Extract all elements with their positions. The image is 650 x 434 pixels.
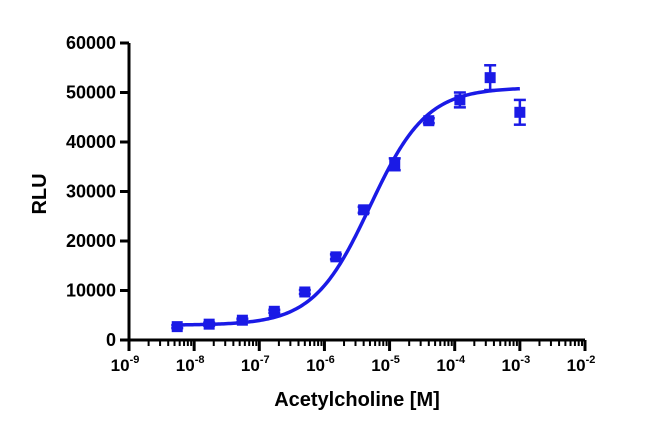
y-tick-label: 60000 [66, 33, 116, 53]
data-marker [171, 321, 183, 333]
data-marker [389, 158, 401, 170]
y-axis: 0 10000 20000 30000 40000 50000 60000 [66, 33, 131, 350]
data-marker [484, 72, 496, 84]
x-tick-label: 10-6 [306, 354, 335, 375]
x-tick-label: 10-2 [567, 354, 596, 375]
data-marker [203, 318, 215, 330]
x-tick-label: 10-8 [176, 354, 205, 375]
y-tick-label: 20000 [66, 231, 116, 251]
data-marker [454, 94, 466, 106]
x-tick-label: 10-9 [111, 354, 140, 375]
data-marker [236, 314, 248, 326]
y-tick-label: 10000 [66, 281, 116, 301]
y-tick-label: 30000 [66, 182, 116, 202]
data-point [329, 251, 342, 263]
x-axis: 10-9 10-8 10-7 10-6 10-5 10-4 10-3 10-2 [111, 338, 596, 375]
data-point [484, 64, 497, 92]
data-point [268, 305, 281, 317]
y-axis-title: RLU [29, 173, 51, 214]
fit-curve [177, 86, 520, 327]
x-tick-label: 10-7 [241, 354, 270, 375]
data-marker [423, 115, 435, 127]
x-tick-label: 10-5 [371, 354, 400, 375]
data-point [453, 91, 466, 109]
data-point [236, 314, 249, 326]
data-marker [358, 204, 370, 216]
data-point [298, 286, 311, 298]
data-point [513, 98, 526, 126]
x-tick-label: 10-3 [502, 354, 531, 375]
data-points-layer [171, 64, 526, 333]
data-point [203, 318, 216, 330]
y-tick-label: 0 [106, 330, 116, 350]
x-tick-label: 10-4 [436, 354, 466, 375]
data-point [388, 157, 401, 172]
data-point [171, 321, 184, 333]
y-tick-label: 50000 [66, 83, 116, 103]
data-point [422, 115, 435, 127]
data-marker [299, 286, 311, 298]
data-marker [268, 305, 280, 317]
y-tick-label: 40000 [66, 132, 116, 152]
data-marker [514, 106, 526, 118]
fit-curve-layer [177, 86, 520, 327]
x-axis-title: Acetylcholine [M] [274, 389, 440, 411]
data-point [357, 204, 370, 216]
data-marker [330, 251, 342, 263]
